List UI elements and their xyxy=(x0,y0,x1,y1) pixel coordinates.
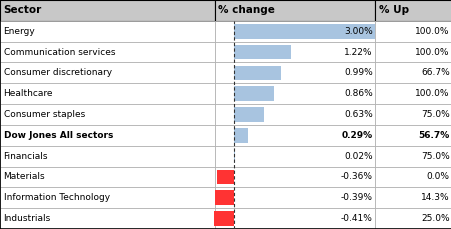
Text: 75.0%: 75.0% xyxy=(420,152,449,161)
Bar xyxy=(0,21,214,42)
Text: 0.86%: 0.86% xyxy=(343,89,372,98)
Bar xyxy=(234,107,263,122)
Bar xyxy=(0,42,214,63)
Text: % Up: % Up xyxy=(378,5,408,15)
Bar xyxy=(0,104,214,125)
Text: Communication services: Communication services xyxy=(4,48,115,57)
Bar xyxy=(214,187,374,208)
Text: 100.0%: 100.0% xyxy=(414,27,449,36)
Bar xyxy=(214,211,234,226)
Bar xyxy=(214,146,374,166)
Text: Financials: Financials xyxy=(4,152,48,161)
Text: 3.00%: 3.00% xyxy=(343,27,372,36)
Text: 25.0%: 25.0% xyxy=(420,214,449,223)
Bar xyxy=(374,0,451,21)
Bar xyxy=(214,125,374,146)
Bar xyxy=(374,63,451,83)
Bar xyxy=(0,166,214,187)
Text: 0.29%: 0.29% xyxy=(341,131,372,140)
Bar xyxy=(374,166,451,187)
Bar xyxy=(216,170,234,184)
Text: Materials: Materials xyxy=(4,172,45,181)
Text: 0.0%: 0.0% xyxy=(426,172,449,181)
Bar xyxy=(215,191,234,205)
Text: 100.0%: 100.0% xyxy=(414,48,449,57)
Text: 75.0%: 75.0% xyxy=(420,110,449,119)
Bar xyxy=(374,42,451,63)
Bar xyxy=(0,187,214,208)
Text: Information Technology: Information Technology xyxy=(4,193,110,202)
Text: Sector: Sector xyxy=(4,5,42,15)
Text: 1.22%: 1.22% xyxy=(344,48,372,57)
Bar xyxy=(374,104,451,125)
Bar xyxy=(214,0,374,21)
Text: Consumer staples: Consumer staples xyxy=(4,110,85,119)
Text: Industrials: Industrials xyxy=(4,214,51,223)
Bar xyxy=(214,42,374,63)
Bar xyxy=(374,146,451,166)
Text: -0.36%: -0.36% xyxy=(340,172,372,181)
Bar xyxy=(234,128,247,143)
Text: -0.39%: -0.39% xyxy=(340,193,372,202)
Bar xyxy=(234,65,280,80)
Text: 0.63%: 0.63% xyxy=(343,110,372,119)
Bar xyxy=(214,21,374,42)
Bar xyxy=(374,83,451,104)
Text: Energy: Energy xyxy=(4,27,35,36)
Bar xyxy=(374,21,451,42)
Text: -0.41%: -0.41% xyxy=(340,214,372,223)
Text: 66.7%: 66.7% xyxy=(420,68,449,77)
Bar xyxy=(214,63,374,83)
Bar xyxy=(0,0,214,21)
Bar xyxy=(0,63,214,83)
Text: Healthcare: Healthcare xyxy=(4,89,53,98)
Bar xyxy=(0,208,214,229)
Bar xyxy=(214,104,374,125)
Text: Dow Jones All sectors: Dow Jones All sectors xyxy=(4,131,113,140)
Text: Consumer discretionary: Consumer discretionary xyxy=(4,68,111,77)
Bar xyxy=(374,125,451,146)
Bar xyxy=(234,149,235,164)
Bar xyxy=(234,86,274,101)
Bar xyxy=(214,83,374,104)
Bar xyxy=(374,208,451,229)
Bar xyxy=(374,187,451,208)
Bar xyxy=(0,83,214,104)
Text: 100.0%: 100.0% xyxy=(414,89,449,98)
Text: 56.7%: 56.7% xyxy=(418,131,449,140)
Text: % change: % change xyxy=(218,5,275,15)
Bar xyxy=(0,146,214,166)
Bar xyxy=(234,45,291,59)
Bar xyxy=(0,125,214,146)
Text: 0.99%: 0.99% xyxy=(343,68,372,77)
Bar xyxy=(214,208,374,229)
Text: 0.02%: 0.02% xyxy=(344,152,372,161)
Bar xyxy=(214,166,374,187)
Bar xyxy=(234,24,374,38)
Text: 14.3%: 14.3% xyxy=(420,193,449,202)
